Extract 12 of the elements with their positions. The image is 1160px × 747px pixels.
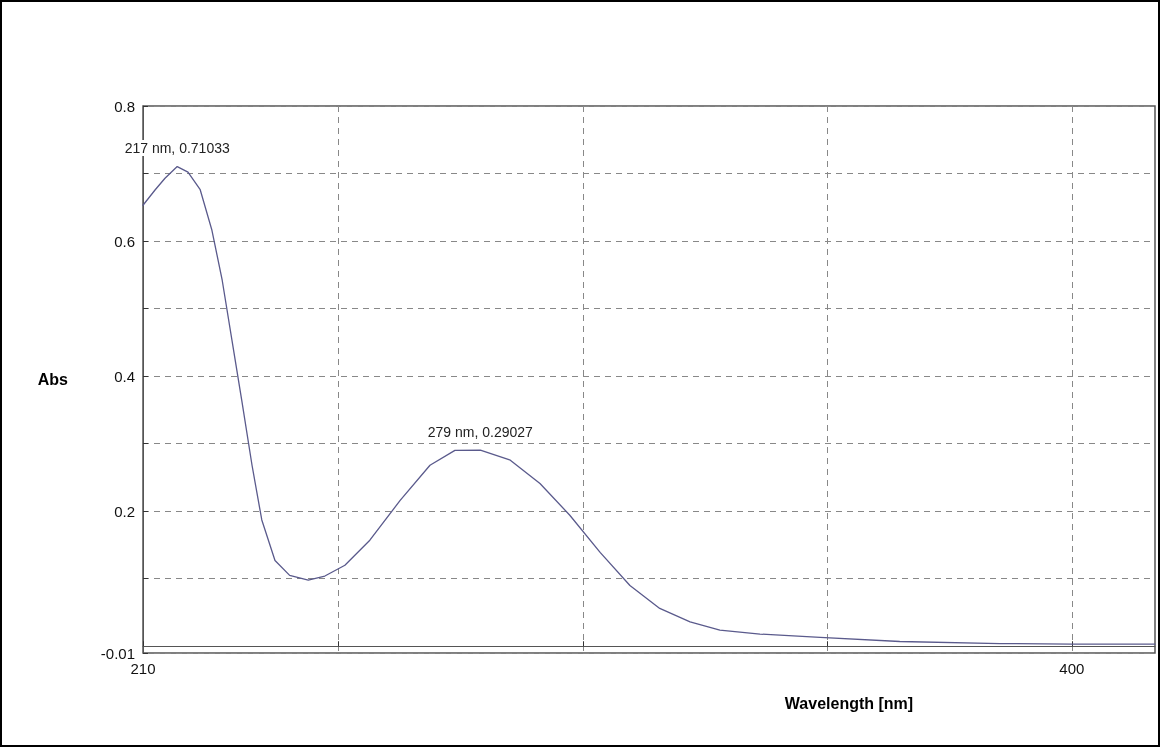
annotation: 279 nm, 0.29027 — [427, 423, 534, 440]
y-tick-label: 0.8 — [114, 97, 135, 115]
annotation: 217 nm, 0.71033 — [124, 140, 230, 157]
x-tick-label: 400 — [1059, 660, 1085, 677]
y-tick-label: 0.2 — [114, 502, 135, 520]
y-axis-title: Abs — [37, 371, 69, 388]
x-tick-label: 210 — [130, 660, 156, 677]
y-tick-label: 0.4 — [114, 367, 135, 385]
line-series — [142, 165, 1156, 645]
y-tick-label: 0.6 — [114, 232, 135, 250]
y-tick-label: -0.01 — [100, 644, 135, 662]
x-axis-title: Wavelength [nm] — [784, 694, 914, 712]
